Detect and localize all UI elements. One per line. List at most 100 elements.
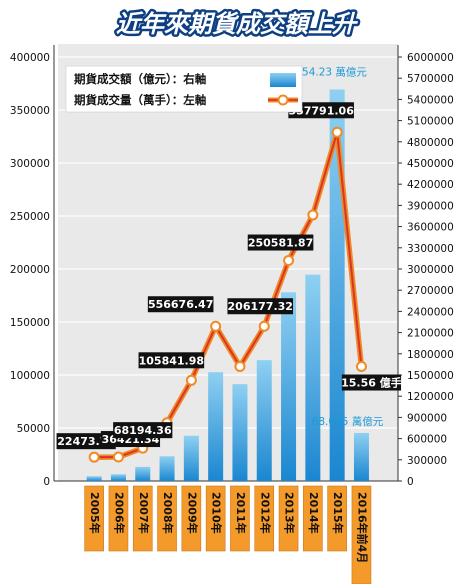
right-tick-label: 0 bbox=[407, 476, 414, 488]
label-text: 15.56 億手 bbox=[341, 376, 402, 390]
x-tick-label: 2008年 bbox=[157, 485, 177, 552]
left-tick-label: 250000 bbox=[10, 211, 50, 223]
line-data-label: 357791.06 bbox=[288, 102, 354, 119]
right-tick-label: 600000 bbox=[407, 434, 447, 446]
left-tick-label: 50000 bbox=[17, 423, 50, 435]
bar-7 bbox=[256, 360, 272, 481]
line-data-label: 105841.98 bbox=[138, 352, 205, 369]
year-text: 2005年 bbox=[88, 492, 102, 534]
data-labels: 22473.7136421.3468194.36105841.98556676.… bbox=[56, 66, 402, 450]
right-tick-label: 1800000 bbox=[407, 349, 454, 361]
bar-6 bbox=[232, 384, 248, 481]
year-box bbox=[84, 485, 104, 552]
legend-line-swatch bbox=[268, 94, 298, 106]
year-text: 2013年 bbox=[283, 492, 297, 534]
year-box bbox=[303, 485, 323, 552]
legend-item-line-label: 期貨成交量（萬手）：左軸 bbox=[74, 93, 206, 107]
year-box bbox=[181, 485, 202, 552]
x-tick-label: 2014年 bbox=[303, 485, 323, 552]
line-marker-9 bbox=[307, 209, 319, 221]
line-marker-11 bbox=[355, 361, 367, 373]
label-text: 206177.32 bbox=[228, 300, 293, 313]
year-box bbox=[157, 485, 177, 552]
x-tick-label: 2016年前4月 bbox=[351, 485, 372, 584]
bar-data-label: 554.23 萬億元 bbox=[295, 66, 367, 79]
year-text: 2012年 bbox=[258, 492, 272, 534]
bar-0 bbox=[86, 476, 102, 481]
right-tick-label: 4200000 bbox=[407, 179, 454, 191]
label-box bbox=[341, 374, 402, 391]
legend-line-marker bbox=[277, 94, 289, 106]
year-text: 2009年 bbox=[185, 492, 199, 534]
bar-4 bbox=[183, 435, 199, 481]
bar-data-label: 68.005 萬億元 bbox=[312, 415, 384, 428]
right-tick-label: 2700000 bbox=[407, 285, 454, 297]
x-tick-label: 2009年 bbox=[181, 485, 202, 552]
left-tick-label: 400000 bbox=[10, 52, 50, 64]
x-tick-label: 2005年 bbox=[84, 485, 104, 552]
label-text: 556676.47 bbox=[148, 298, 213, 311]
left-tick-label: 300000 bbox=[10, 158, 50, 170]
label-box bbox=[247, 234, 314, 251]
legend-item-bar-label: 期貨成交額（億元）：右軸 bbox=[74, 72, 206, 86]
label-text: 22473.71 bbox=[57, 435, 115, 448]
right-tick-label: 4800000 bbox=[407, 137, 454, 149]
bar-2 bbox=[135, 466, 151, 481]
label-text: 357791.06 bbox=[288, 104, 354, 117]
x-tick-label: 2006年 bbox=[108, 485, 129, 552]
chart-title: 近年來期貨成交額上升 bbox=[116, 10, 359, 38]
x-axis-year-labels: 2005年 2006年 2007年 2008年 2009年 2010年 2011年 2012年… bbox=[84, 485, 372, 584]
x-tick-label: 2012年 bbox=[254, 485, 275, 552]
year-text: 2011年 bbox=[234, 492, 248, 534]
right-tick-label: 1200000 bbox=[407, 391, 454, 403]
legend-bar-swatch bbox=[270, 73, 296, 87]
left-axis: 0 50000 100000 150000 200000 250000 300000 3500… bbox=[10, 45, 55, 488]
x-tick-label: 2011年 bbox=[230, 485, 250, 552]
bar-3 bbox=[159, 456, 175, 481]
right-tick-label: 5100000 bbox=[407, 116, 454, 128]
line-data-label: 15.56 億手 bbox=[341, 374, 402, 391]
bar-11 bbox=[353, 432, 369, 481]
line-marker-0 bbox=[88, 451, 100, 463]
year-text: 2016年前4月 bbox=[355, 492, 369, 563]
line-data-label: 250581.87 bbox=[247, 234, 314, 251]
line-marker-7 bbox=[258, 320, 270, 332]
x-tick-label: 2010年 bbox=[205, 485, 226, 552]
year-box bbox=[351, 485, 372, 584]
right-tick-label: 3000000 bbox=[407, 264, 454, 276]
year-box bbox=[327, 485, 347, 552]
year-box bbox=[254, 485, 275, 552]
year-box bbox=[132, 485, 153, 552]
label-box bbox=[113, 422, 173, 439]
year-box bbox=[205, 485, 226, 552]
line-data-label: 68194.36 bbox=[113, 422, 173, 439]
year-text: 2008年 bbox=[161, 492, 175, 534]
bar-1 bbox=[110, 474, 126, 481]
line-data-label: 206177.32 bbox=[227, 298, 294, 315]
year-text: 2015年 bbox=[331, 492, 345, 534]
x-tick-label: 2013年 bbox=[278, 485, 299, 552]
x-tick-label: 2015年 bbox=[327, 485, 347, 552]
right-axis: 0 300000 600000 900000 1200000 1500000 1800000… bbox=[54, 45, 454, 488]
label-box bbox=[138, 352, 205, 369]
year-text: 2014年 bbox=[307, 492, 321, 534]
x-tick-label: 2007年 bbox=[132, 485, 153, 552]
right-tick-label: 300000 bbox=[407, 455, 447, 467]
right-tick-label: 900000 bbox=[407, 412, 447, 424]
year-text: 2006年 bbox=[112, 492, 126, 534]
year-box bbox=[230, 485, 250, 552]
bar-8 bbox=[281, 292, 297, 481]
right-tick-label: 6000000 bbox=[407, 52, 454, 64]
label-box bbox=[227, 298, 294, 315]
line-marker-6 bbox=[234, 361, 246, 373]
line-marker-10 bbox=[331, 126, 343, 138]
year-text: 2007年 bbox=[137, 492, 151, 534]
year-box bbox=[108, 485, 129, 552]
legend: 期貨成交額（億元）：右軸 期貨成交量（萬手）：左軸 bbox=[65, 65, 303, 113]
bar-5 bbox=[208, 372, 224, 481]
label-text: 105841.98 bbox=[139, 354, 204, 367]
label-text: 250581.87 bbox=[248, 237, 313, 250]
line-marker-5 bbox=[210, 320, 222, 332]
line-data-label: 556676.47 bbox=[147, 296, 214, 313]
